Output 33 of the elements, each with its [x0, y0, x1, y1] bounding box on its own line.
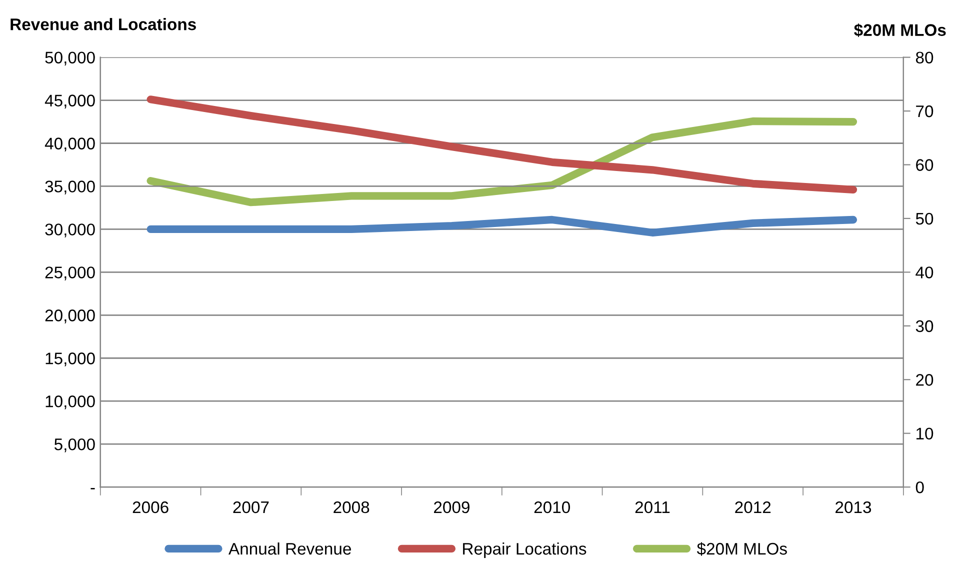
y-tick-label: 25,000 — [45, 266, 95, 280]
y2-tick-label: 50 — [916, 212, 934, 225]
x-tick-label: 2011 — [635, 501, 670, 514]
x-tick-label: 2010 — [534, 501, 570, 514]
y-tick-label: 30,000 — [45, 224, 95, 238]
y2-tick-label: 0 — [916, 481, 924, 494]
legend-label: Repair Locations — [463, 542, 586, 558]
x-tick-label: 2006 — [132, 501, 168, 514]
x-tick-label: 2007 — [233, 501, 269, 514]
y2-tick-label: 10 — [916, 428, 934, 440]
y2-tick-label: 60 — [916, 159, 934, 171]
x-tick-label: 2009 — [434, 501, 470, 514]
y2-tick-label: 30 — [916, 320, 934, 332]
y-tick-label: 5,000 — [54, 438, 95, 452]
legend-label: $20M MLOs — [696, 542, 787, 556]
y-tick-label: 10,000 — [46, 396, 95, 410]
y2-axis-title: $20M MLOs — [854, 23, 946, 38]
x-tick-label: 2008 — [334, 501, 370, 514]
x-tick-label: 2012 — [735, 501, 771, 514]
y-tick-label: 35,000 — [45, 180, 95, 194]
x-tick-label: 2013 — [836, 501, 872, 514]
y-tick-label: 45,000 — [44, 94, 95, 108]
y-axis-title: Revenue and Locations — [10, 18, 196, 30]
y-tick-label: 15,000 — [46, 352, 95, 366]
y-tick-label: - — [90, 488, 95, 490]
y2-tick-label: 40 — [916, 266, 934, 278]
y2-tick-label: 20 — [916, 374, 934, 386]
y-tick-label: 40,000 — [44, 138, 95, 152]
legend-label: Annual Revenue — [228, 542, 351, 555]
y-tick-label: 50,000 — [45, 52, 95, 66]
y2-tick-label: 80 — [916, 52, 934, 64]
y2-tick-label: 70 — [916, 105, 934, 118]
y-tick-label: 20,000 — [45, 310, 95, 324]
